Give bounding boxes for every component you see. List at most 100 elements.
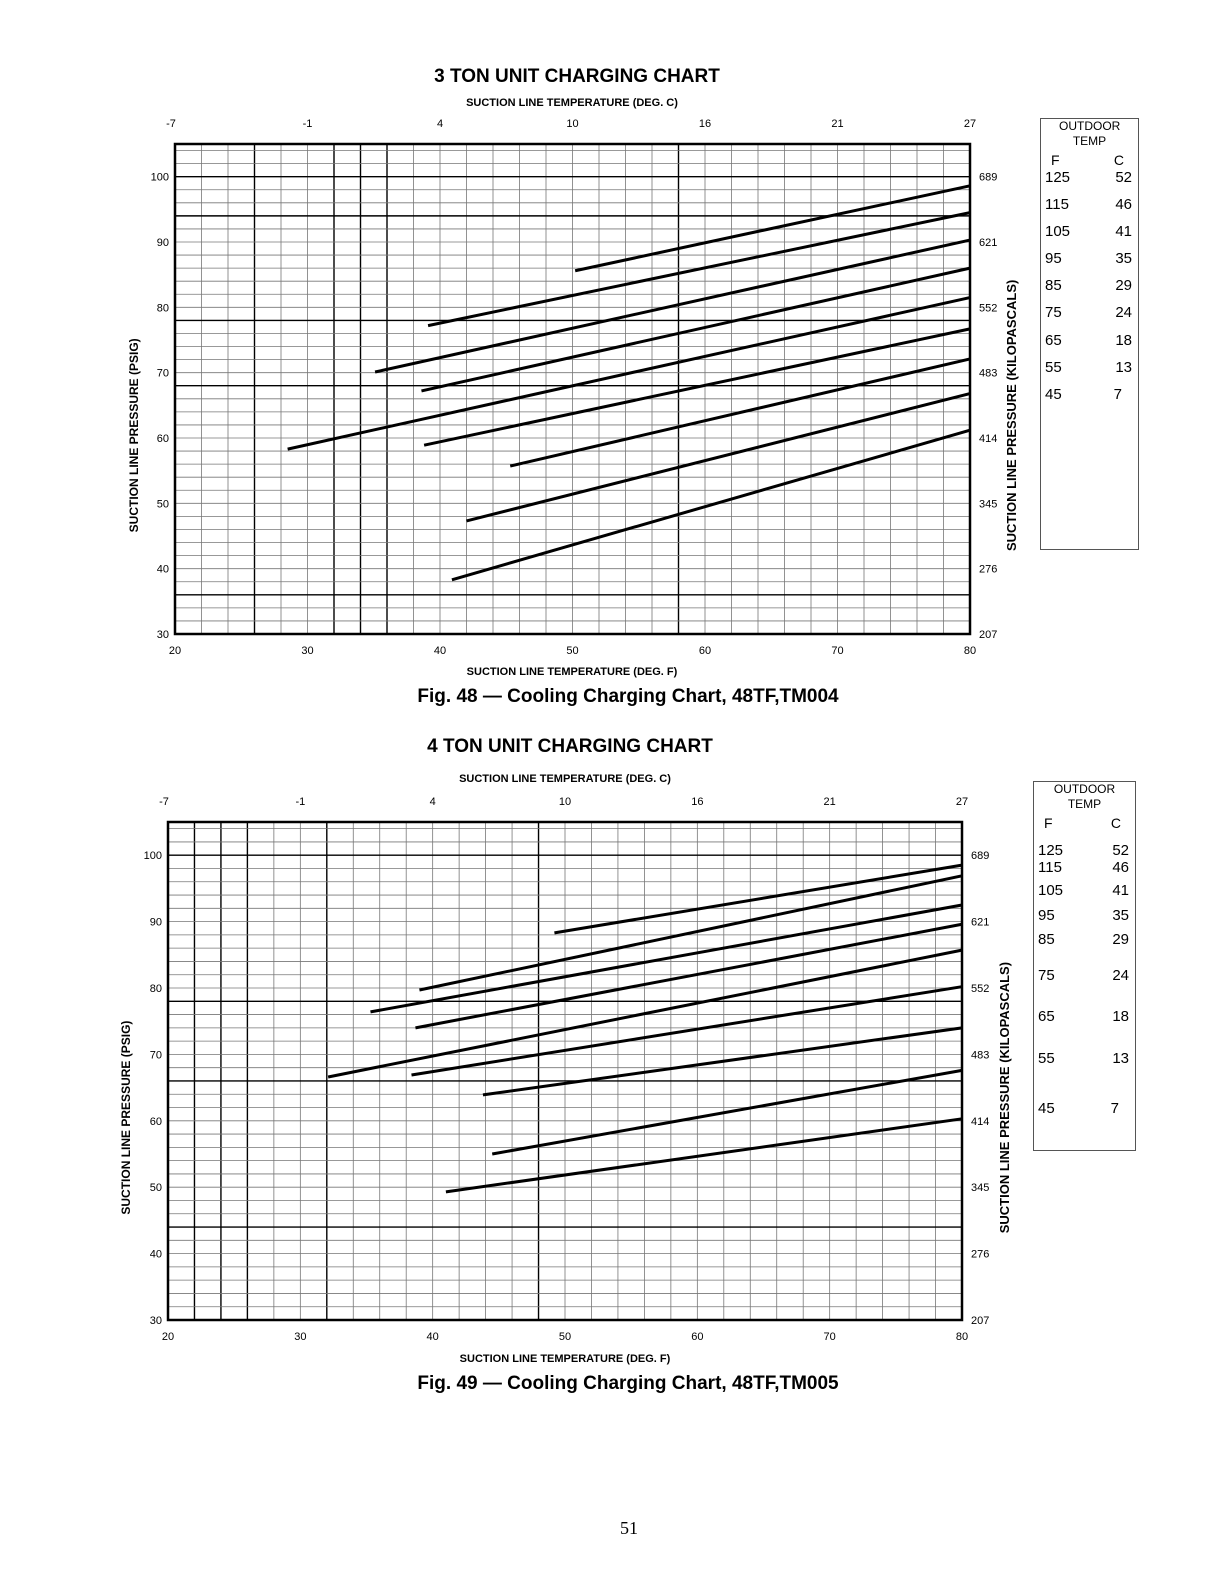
x2-tick-label: 21 — [824, 796, 836, 808]
y-tick-label: 70 — [150, 1049, 162, 1061]
series-line-115F — [419, 874, 963, 992]
x-tick-label: 40 — [434, 645, 446, 657]
y2-axis-label: SUCTION LINE PRESSURE (KILOPASCALS) — [1004, 280, 1019, 551]
series-line-125F — [574, 184, 971, 273]
legend-value-f: 95 — [1045, 250, 1062, 267]
x-tick-label: 60 — [691, 1331, 703, 1343]
legend-value-c: 18 — [1112, 1008, 1129, 1025]
series-line-85F — [287, 296, 971, 451]
legend-title: OUTDOOR TEMP — [1053, 782, 1116, 811]
legend-title: OUTDOOR TEMP — [1059, 119, 1121, 148]
legend-col-f: F — [1051, 152, 1060, 168]
legend-value-c: 7 — [1110, 1100, 1119, 1117]
x2-axis-label: SUCTION LINE TEMPERATURE (DEG. C) — [466, 97, 678, 109]
y2-tick-label: 207 — [971, 1315, 989, 1327]
chart-3-ton: 20 30 40 50 60 70 80-7 -1 4 10 16 21 273040506070809… — [127, 118, 1019, 657]
x2-tick-label: -1 — [295, 796, 305, 808]
chart-4-ton: 20 30 40 50 60 70 80-7 -1 4 10 16 21 273040506070809… — [119, 796, 1012, 1343]
y2-tick-label: 552 — [971, 983, 989, 995]
x-axis-label: SUCTION LINE TEMPERATURE (DEG. F) — [459, 1353, 671, 1365]
chart-title: 4 TON UNIT CHARGING CHART — [427, 736, 713, 757]
y2-tick-label: 345 — [971, 1182, 989, 1194]
legend-value-f: 55 — [1038, 1050, 1055, 1067]
series-line-75F — [423, 327, 971, 447]
y2-axis-label: SUCTION LINE PRESSURE (KILOPASCALS) — [997, 962, 1012, 1233]
x2-tick-label: 16 — [699, 118, 711, 130]
x-tick-label: 20 — [169, 645, 181, 657]
y2-tick-label: 276 — [971, 1249, 989, 1261]
legend-value-f: 85 — [1038, 931, 1055, 948]
y-tick-label: 80 — [150, 983, 162, 995]
legend-value-c: 29 — [1112, 931, 1129, 948]
legend-value-c: 29 — [1115, 277, 1132, 294]
figure-caption: Fig. 48 — Cooling Charging Chart, 48TF,T… — [417, 686, 839, 707]
y-tick-label: 30 — [150, 1315, 162, 1327]
legend-col-c: C — [1113, 152, 1124, 168]
y-tick-label: 90 — [157, 237, 169, 249]
y-tick-label: 70 — [157, 368, 169, 380]
series-line-55F — [491, 1068, 963, 1156]
x-tick-label: 30 — [301, 645, 313, 657]
y-tick-label: 30 — [157, 629, 169, 641]
legend-value-f: 105 — [1038, 882, 1064, 899]
x-tick-label: 30 — [294, 1331, 306, 1343]
series-line-65F — [509, 357, 971, 468]
legend-col-f: F — [1044, 815, 1053, 831]
x2-tick-label: -7 — [159, 796, 169, 808]
y2-tick-label: 345 — [979, 498, 997, 510]
legend-value-c: 18 — [1115, 332, 1132, 349]
legend-value-f: 75 — [1038, 967, 1055, 984]
x-tick-label: 70 — [831, 645, 843, 657]
x2-tick-label: 10 — [559, 796, 571, 808]
legend-value-c: 46 — [1112, 859, 1129, 876]
y-tick-label: 90 — [150, 917, 162, 929]
y-axis-label: SUCTION LINE PRESSURE (PSIG) — [119, 1021, 133, 1215]
x-axis-label: SUCTION LINE TEMPERATURE (DEG. F) — [466, 666, 678, 678]
plot-frame — [173, 142, 972, 636]
series-line-105F — [374, 238, 971, 374]
legend-value-c: 7 — [1113, 386, 1122, 403]
series-line-95F — [421, 266, 971, 393]
y-tick-label: 40 — [150, 1249, 162, 1261]
legend-value-f: 115 — [1045, 196, 1069, 213]
y-tick-label: 60 — [157, 433, 169, 445]
y2-tick-label: 483 — [979, 368, 997, 380]
series-line-75F — [411, 985, 963, 1077]
y-axis-label: SUCTION LINE PRESSURE (PSIG) — [127, 338, 141, 532]
legend-value-c: 35 — [1115, 250, 1132, 267]
y-tick-label: 60 — [150, 1116, 162, 1128]
series-line-45F — [445, 1117, 963, 1194]
y2-tick-label: 689 — [979, 172, 997, 184]
legend-value-f: 75 — [1045, 304, 1062, 321]
series-line-85F — [327, 948, 963, 1079]
legend-value-c: 46 — [1115, 196, 1132, 213]
figure-caption: Fig. 49 — Cooling Charging Chart, 48TF,T… — [417, 1373, 839, 1394]
y2-tick-label: 414 — [979, 433, 997, 445]
y-tick-label: 50 — [150, 1182, 162, 1194]
series-line-125F — [554, 863, 963, 935]
y2-tick-label: 414 — [971, 1116, 989, 1128]
x2-tick-label: 4 — [437, 118, 443, 130]
y-tick-label: 50 — [157, 498, 169, 510]
y2-tick-label: 276 — [979, 564, 997, 576]
x-tick-label: 60 — [699, 645, 711, 657]
x2-tick-label: -7 — [166, 118, 176, 130]
x2-tick-label: -1 — [303, 118, 313, 130]
y-tick-label: 100 — [151, 172, 169, 184]
legend-col-c: C — [1110, 815, 1121, 831]
y-tick-label: 100 — [144, 850, 162, 862]
series-line-55F — [466, 392, 971, 523]
y-tick-label: 80 — [157, 302, 169, 314]
x-tick-label: 50 — [566, 645, 578, 657]
legend-value-f: 55 — [1045, 359, 1062, 376]
legend-value-c: 24 — [1112, 967, 1129, 984]
x-tick-label: 80 — [956, 1331, 968, 1343]
x2-tick-label: 4 — [430, 796, 436, 808]
legend-value-f: 115 — [1038, 859, 1062, 876]
x-tick-label: 70 — [824, 1331, 836, 1343]
legend-value-c: 13 — [1115, 359, 1132, 376]
y2-tick-label: 207 — [979, 629, 997, 641]
series-line-95F — [415, 922, 963, 1030]
legend-value-c: 13 — [1112, 1050, 1129, 1067]
